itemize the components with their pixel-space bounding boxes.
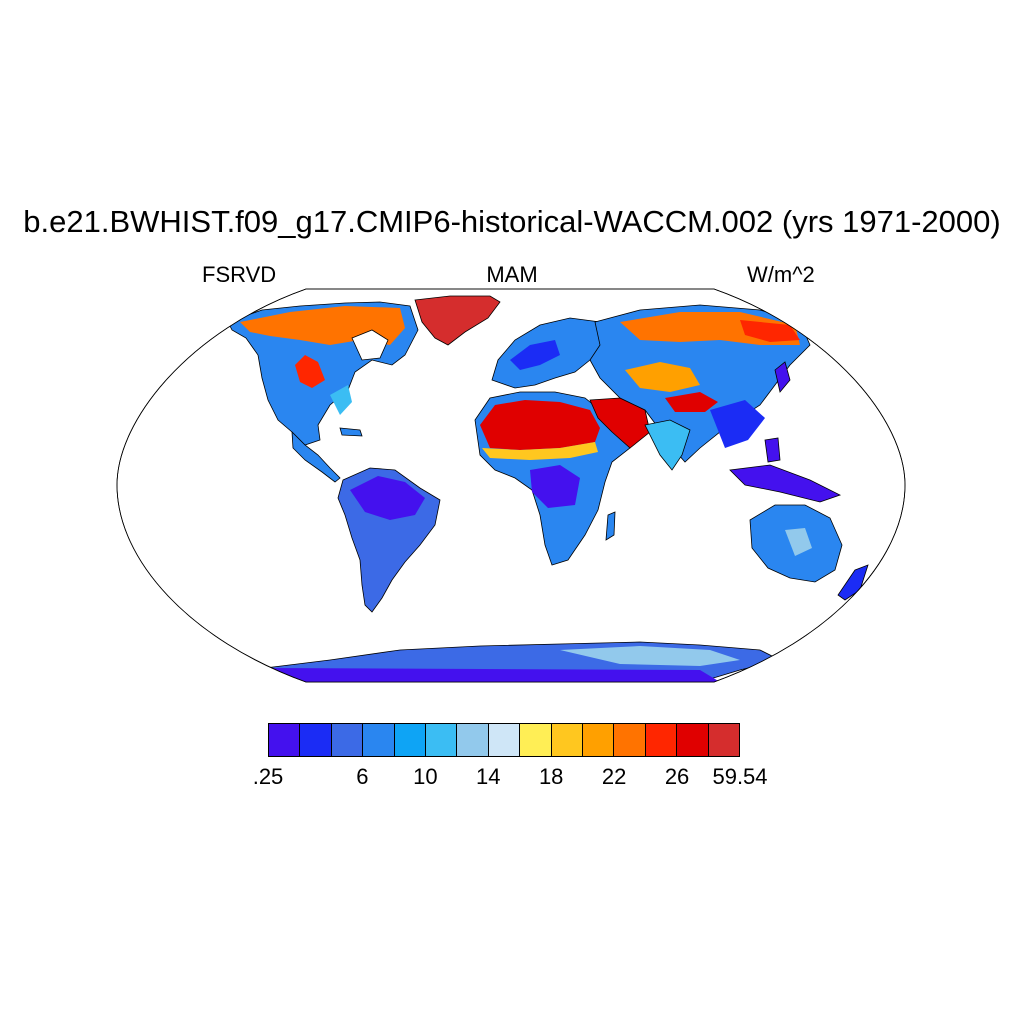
colorbar-box [457, 724, 489, 756]
units-label: W/m^2 [747, 262, 815, 287]
colorbar-labels: .25 6 10 14 18 22 26 59.54 [0, 764, 1024, 794]
colorbar-label: 22 [601, 764, 627, 789]
colorbar-box [551, 724, 584, 756]
sahara [480, 400, 600, 450]
colorbar-label: 6 [356, 764, 369, 789]
siberia-red [740, 320, 800, 342]
antarctica-light [560, 646, 740, 666]
colorbar-label: 18 [538, 764, 564, 789]
variable-label: FSRVD [202, 262, 277, 287]
colorbar-box [645, 724, 678, 756]
colorbar-label: 59.54 [712, 764, 768, 789]
south-asia-dark [710, 400, 765, 448]
philippines [764, 437, 781, 463]
colorbar-box [426, 724, 458, 756]
central-asia-warm [625, 362, 700, 392]
caribbean [339, 427, 363, 437]
north-america-hudson-white [351, 329, 389, 361]
sahel [482, 442, 598, 460]
colorbar-box [614, 724, 646, 756]
tibet-red [665, 392, 718, 412]
antarctica-edge [265, 668, 720, 682]
north-america-rocky-red [295, 355, 325, 388]
south-america-amazon [350, 476, 425, 520]
colorbar-box [708, 724, 740, 756]
colorbar-box [331, 724, 364, 756]
colorbar-label: 10 [413, 764, 438, 789]
madagascar [605, 511, 616, 541]
colorbar-label: 26 [664, 764, 690, 789]
india [644, 419, 691, 471]
new-zealand [837, 564, 869, 601]
colorbar-box [677, 724, 709, 756]
colorbar-box [394, 724, 427, 756]
colorbar [268, 723, 740, 757]
congo [530, 465, 580, 508]
europe-dark [510, 340, 560, 370]
colorbar-box [583, 724, 615, 756]
colorbar-label: .25 [252, 764, 284, 789]
colorbar-box [300, 724, 332, 756]
central-america [291, 430, 341, 483]
colorbar-box [269, 724, 301, 756]
indonesia [729, 464, 842, 503]
colorbar-box [488, 724, 521, 756]
australia-center-light [785, 528, 812, 556]
season-label: MAM [486, 262, 538, 287]
north-america-east-light [330, 385, 352, 415]
colorbar-box [520, 724, 552, 756]
plot-title: b.e21.BWHIST.f09_g17.CMIP6-historical-WA… [23, 204, 1001, 239]
japan [774, 361, 791, 393]
colorbar-box [363, 724, 395, 756]
greenland [414, 295, 501, 346]
colorbar-label: 14 [476, 764, 501, 789]
